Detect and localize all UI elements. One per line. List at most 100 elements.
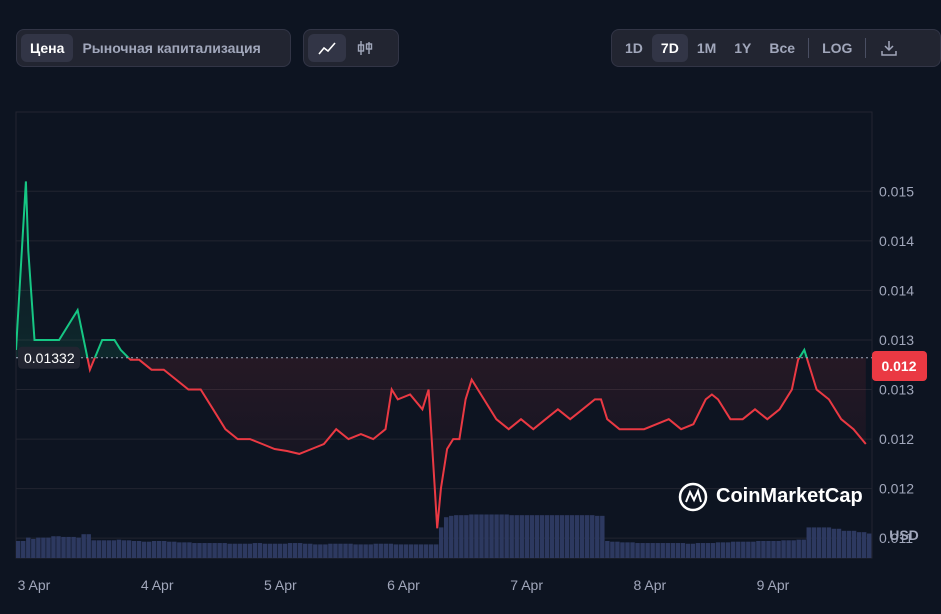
tab-price[interactable]: Цена [21,34,74,62]
volume-bar [635,543,640,558]
volume-bar [796,539,801,558]
volume-bar [116,539,122,558]
volume-bar [731,541,736,558]
volume-bar [287,543,293,558]
volume-bar [308,543,313,558]
volume-bar [167,541,172,558]
volume-bar [222,543,227,558]
volume-bar [227,543,232,558]
volume-bar [242,543,248,558]
volume-bar [806,527,811,558]
volume-bar [600,515,605,558]
volume-bar [428,544,434,558]
volume-bar [469,514,474,558]
volume-bar [61,536,66,558]
volume-bar [484,514,489,558]
volume-bar [16,541,21,558]
candlestick-button[interactable] [346,34,384,62]
volume-bar [131,541,137,558]
volume-bar [202,543,207,558]
volume-bar [509,515,514,558]
range-1y[interactable]: 1Y [734,40,752,56]
volume-bar [303,543,308,558]
download-icon [881,41,898,56]
x-tick-label: 7 Apr [510,577,543,593]
volume-bar [524,515,529,558]
volume-bar [267,543,273,558]
volume-bar [156,541,162,558]
volume-bar [46,537,51,558]
volume-bar [368,544,373,558]
coinmarketcap-logo-icon [678,482,708,512]
volume-bar [685,543,691,558]
range-1d[interactable]: 1D [625,40,643,56]
volume-bar [36,537,41,558]
x-tick-label: 4 Apr [141,577,174,593]
volume-bar [655,543,660,558]
volume-bar [725,542,731,558]
volume-bar [640,543,645,558]
range-all[interactable]: Все [769,40,796,56]
volume-bar [26,537,31,558]
volume-bar [630,542,635,558]
volume-bar [162,541,167,558]
y-tick-label: 0.012 [879,481,914,497]
volume-bar [318,544,323,558]
volume-bar [529,515,535,558]
volume-bar [333,543,338,558]
volume-bar [675,543,681,558]
volume-bar [207,543,212,558]
line-chart-icon [318,42,336,55]
x-tick-label: 9 Apr [757,577,790,593]
volume-bar [388,543,394,558]
volume-bar [21,541,26,558]
volume-bar [212,543,217,558]
volume-bar [514,515,519,558]
volume-bar [554,515,560,558]
range-1m[interactable]: 1M [696,40,717,56]
volume-bar [715,542,721,558]
volume-bar [91,540,96,558]
x-tick-label: 3 Apr [18,577,51,593]
line-chart-button[interactable] [308,34,346,62]
volume-bar [479,514,484,558]
volume-bar [776,541,781,558]
volume-bar [791,540,796,558]
y-tick-label: 0.014 [879,282,914,298]
log-toggle[interactable]: LOG [822,40,853,56]
price-line-below [86,357,867,529]
y-tick-label: 0.011 [879,530,913,546]
volume-bar [232,543,237,558]
tab-market-cap[interactable]: Рыночная капитализация [82,40,261,56]
volume-bar [257,543,263,558]
range-tabs: 1D 7D 1M 1Y Все LOG [611,29,941,67]
volume-bar [660,543,665,558]
volume-bar [579,515,585,558]
volume-bar [247,543,253,558]
volume-bar [217,543,222,558]
range-7d[interactable]: 7D [651,34,688,62]
volume-bar [272,543,278,558]
volume-bar [771,541,776,558]
volume-bar [418,544,424,558]
volume-bar [741,541,746,558]
volume-bar [680,543,686,558]
chart-style-tabs [303,29,399,67]
volume-bar [645,543,650,558]
volume-bar [584,515,590,558]
x-axis: 3 Apr 4 Apr 5 Apr 6 Apr 7 Apr 8 Apr 9 Apr [18,577,790,593]
volume-bar [338,543,343,558]
volume-bar [464,515,469,558]
volume-bar [413,544,419,558]
volume-bar [590,515,595,558]
volume-bar [343,543,348,558]
volume-bar [353,544,358,558]
volume-bar [56,536,61,558]
volume-bar [282,543,288,558]
volume-bar [841,530,847,558]
y-tick-label: 0.013 [879,382,914,398]
download-button[interactable] [870,34,908,62]
volume-bar [96,540,101,558]
volume-bar [373,543,378,558]
volume-bar [494,514,499,558]
